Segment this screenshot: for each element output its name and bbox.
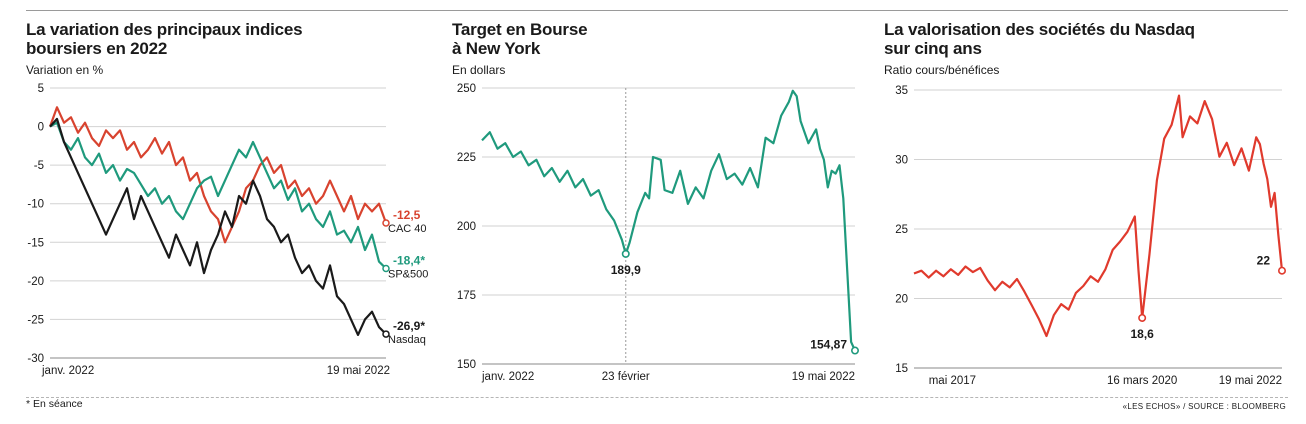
panel-valorisation: La valorisation des sociétés du Nasdaq s… bbox=[884, 20, 1288, 390]
chart-title-line: à New York bbox=[452, 39, 541, 58]
x-tick-label: janv. 2022 bbox=[481, 371, 534, 383]
callout-point bbox=[850, 346, 859, 355]
series-line bbox=[48, 106, 388, 244]
series-end-name: Nasdaq bbox=[388, 334, 426, 346]
chart-subtitle-target: En dollars bbox=[452, 63, 506, 77]
panel-target: Target en Bourse à New York En dollars 2… bbox=[452, 20, 872, 390]
x-tick-label: mai 2017 bbox=[929, 375, 976, 387]
y-tick-label: -10 bbox=[27, 199, 44, 211]
y-tick-label: -25 bbox=[27, 314, 44, 326]
y-tick-label: 20 bbox=[895, 294, 908, 306]
series-end-name: CAC 40 bbox=[388, 223, 427, 235]
footnote: * En séance bbox=[26, 398, 83, 410]
y-tick-label: 250 bbox=[457, 83, 476, 95]
chart-title-line: sur cinq ans bbox=[884, 39, 982, 58]
y-tick-label: 35 bbox=[895, 85, 908, 97]
chart-title-line: Target en Bourse bbox=[452, 20, 588, 39]
callout-point bbox=[1138, 313, 1147, 322]
chart-title-target: Target en Bourse à New York bbox=[452, 20, 872, 58]
y-tick-label: 150 bbox=[457, 359, 476, 371]
chart-title-line: boursiers en 2022 bbox=[26, 39, 168, 58]
chart-subtitle-valorisation: Ratio cours/bénéfices bbox=[884, 63, 1000, 77]
y-tick-label: 225 bbox=[457, 152, 476, 164]
x-tick-label: 19 mai 2022 bbox=[327, 365, 390, 377]
source-credit: «LES ECHOS» / SOURCE : BLOOMBERG bbox=[1122, 402, 1286, 411]
x-tick-label: 19 mai 2022 bbox=[1219, 375, 1282, 387]
chart-title-line: La variation des principaux indices bbox=[26, 20, 303, 39]
series-end-name: SP&500 bbox=[388, 269, 428, 281]
x-tick-label: janv. 2022 bbox=[41, 365, 94, 377]
series-end-point bbox=[382, 219, 390, 227]
series-end-value: -18,4* bbox=[393, 254, 425, 268]
chart-title-valorisation: La valorisation des sociétés du Nasdaq s… bbox=[884, 20, 1288, 58]
chart-target: 250 225 200 175 150 janv. 2022 23 février 19 ma… bbox=[457, 83, 859, 383]
bottom-rule bbox=[26, 397, 1288, 398]
series-end-value: -12,5 bbox=[393, 208, 421, 222]
x-tick-label: 19 mai 2022 bbox=[792, 371, 855, 383]
chart-title-indices: La variation des principaux indices bour… bbox=[26, 20, 446, 58]
series-line bbox=[481, 89, 857, 352]
y-tick-label: 200 bbox=[457, 221, 476, 233]
y-tick-label: 15 bbox=[895, 363, 908, 375]
callout-point bbox=[621, 249, 630, 258]
callout-label: 22 bbox=[1257, 254, 1271, 268]
y-tick-label: 175 bbox=[457, 290, 476, 302]
chart-subtitle-indices: Variation en % bbox=[26, 63, 104, 77]
series-end-point bbox=[382, 330, 390, 338]
callout-label: 18,6 bbox=[1130, 327, 1154, 341]
x-tick-label: 23 février bbox=[602, 371, 650, 383]
series-end-value: -26,9* bbox=[393, 319, 425, 333]
callout-label: 189,9 bbox=[611, 263, 641, 277]
y-tick-label: -20 bbox=[27, 276, 44, 288]
x-tick-label: 16 mars 2020 bbox=[1107, 375, 1177, 387]
callout-point bbox=[1277, 266, 1286, 275]
chart-valorisation: 35 30 25 20 15 mai 2017 16 mars 2020 19 mai 202… bbox=[895, 85, 1286, 387]
top-rule bbox=[26, 10, 1288, 11]
series-line bbox=[913, 94, 1284, 338]
y-tick-label: -5 bbox=[34, 160, 44, 172]
y-tick-label: -30 bbox=[27, 353, 44, 365]
y-tick-label: -15 bbox=[27, 237, 44, 249]
y-tick-label: 30 bbox=[895, 155, 908, 167]
y-tick-label: 25 bbox=[895, 224, 908, 236]
panel-indices: La variation des principaux indices bour… bbox=[26, 20, 446, 390]
callout-label: 154,87 bbox=[810, 338, 847, 352]
chart-title-line: La valorisation des sociétés du Nasdaq bbox=[884, 20, 1195, 39]
y-tick-label: 5 bbox=[38, 83, 44, 95]
series-line bbox=[49, 117, 387, 336]
series-line bbox=[49, 121, 387, 270]
y-tick-label: 0 bbox=[38, 122, 44, 134]
series-end-point bbox=[382, 264, 390, 273]
